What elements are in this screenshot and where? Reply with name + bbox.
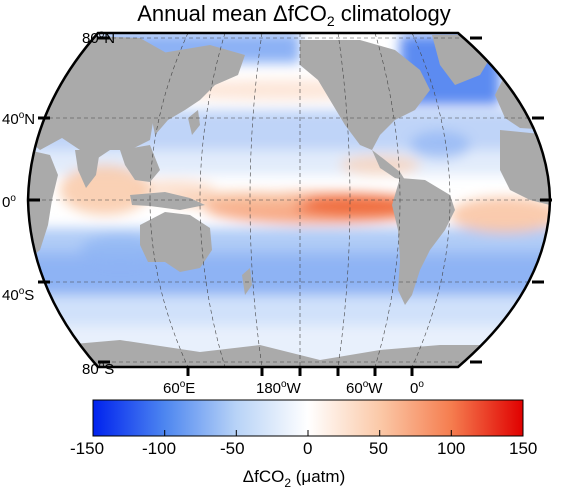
landmass-australia [140, 212, 212, 272]
landmass-india [75, 150, 100, 188]
colorbar-tick-label: 0 [303, 439, 313, 458]
meridian-60w [374, 33, 401, 367]
landmass-antarctica [28, 340, 550, 367]
landmass-africa-east [28, 150, 58, 260]
colorbar-tick-label: -50 [220, 439, 245, 458]
colorbar-tick-label: 150 [509, 439, 538, 458]
lon-label-60e: 60oE [163, 379, 196, 397]
map-title: Annual mean ΔfCO2 climatology [0, 0, 588, 35]
title-suffix: climatology [334, 1, 451, 26]
colorbar-tick-label: 50 [369, 439, 388, 458]
map-body [28, 33, 550, 367]
lon-label-0: 0o [410, 379, 424, 397]
title-prefix: Annual mean ΔfCO [137, 1, 327, 26]
meridian-60e [199, 33, 226, 367]
lon-label-60w: 60oW [346, 379, 383, 397]
lat-label-40n: 40oN [2, 110, 36, 128]
colorbar-tick-label: -100 [142, 439, 177, 458]
meridian-60e-alt [149, 33, 189, 367]
landmass-africa-west [500, 130, 550, 205]
colorbar-tick-label: 100 [437, 439, 466, 458]
meridian-120w [337, 33, 351, 367]
landmass-se-asia [120, 145, 160, 182]
landmass-north-america [300, 40, 430, 150]
lat-label-80n: 80oN [82, 29, 116, 47]
colorbar-tick-label: -150 [70, 439, 105, 458]
meridian-120e [249, 33, 263, 367]
colorbar-ticks [92, 430, 524, 436]
landmass-south-america [392, 178, 455, 305]
landmass-central-america [372, 150, 405, 180]
colorbar-label: ΔfCO2 (μatm) [242, 467, 346, 491]
globe-outline [26, 31, 552, 369]
landmass-japan [188, 110, 200, 135]
axis-ticks [28, 36, 552, 376]
lat-label-0: 0o [2, 193, 16, 211]
lat-label-80s: 80oS [82, 360, 115, 378]
title-subscript: 2 [326, 13, 335, 29]
landmass-indonesia [130, 192, 205, 210]
landmass-new-zealand [242, 268, 252, 295]
lon-label-180w: 180oW [256, 379, 301, 397]
lat-label-40s: 40oS [2, 286, 35, 304]
meridian-0 [411, 33, 451, 367]
